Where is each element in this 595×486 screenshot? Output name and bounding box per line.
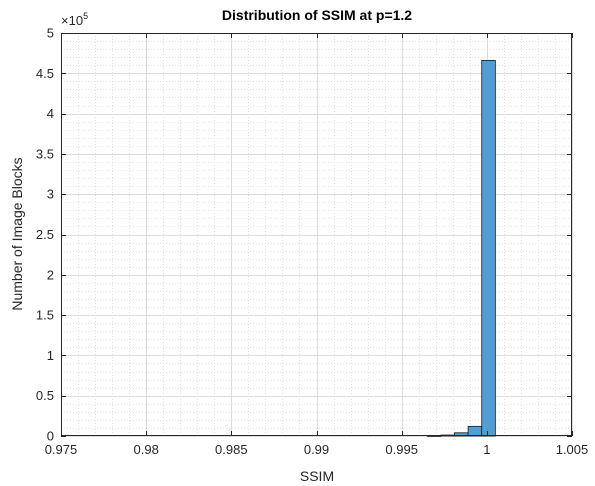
y-tick-label: 2.5	[36, 227, 54, 242]
x-axis-label: SSIM	[300, 468, 334, 484]
chart-title: Distribution of SSIM at p=1.2	[222, 7, 412, 23]
y-tick-label: 4	[47, 106, 54, 121]
x-tick-label: 0.99	[304, 442, 329, 457]
x-tick-labels: 0.975 0.98 0.985 0.99 0.995 1 1.005	[45, 442, 589, 457]
x-tick-label: 1	[483, 442, 490, 457]
y-exponent-label: ×105	[61, 11, 88, 28]
plot-frame	[61, 33, 572, 436]
y-tick-label: 1	[47, 348, 54, 363]
y-tick-label: 0.5	[36, 388, 54, 403]
histogram-bars	[426, 60, 496, 437]
y-tick-label: 0	[47, 429, 54, 444]
minor-grid	[61, 33, 572, 436]
y-tick-labels: 0 0.5 1 1.5 2 2.5 3 3.5 4 4.5 5	[36, 26, 54, 444]
y-tick-label: 1.5	[36, 308, 54, 323]
x-tick-label: 1.005	[556, 442, 589, 457]
y-axis-label: Number of Image Blocks	[9, 157, 25, 310]
y-tick-label: 3	[47, 187, 54, 202]
y-tick-label: 4.5	[36, 66, 54, 81]
x-tick-label: 0.975	[45, 442, 78, 457]
y-tick-label: 2	[47, 267, 54, 282]
x-tick-label: 0.985	[215, 442, 248, 457]
y-tick-label: 5	[47, 26, 54, 41]
y-tick-label: 3.5	[36, 146, 54, 161]
x-tick-label: 0.98	[134, 442, 159, 457]
axis-ticks	[61, 33, 573, 437]
histogram-bar-4	[467, 425, 483, 437]
x-tick-label: 0.995	[385, 442, 418, 457]
y-exponent-value: 5	[83, 11, 88, 21]
histogram-bar-5	[481, 60, 496, 437]
